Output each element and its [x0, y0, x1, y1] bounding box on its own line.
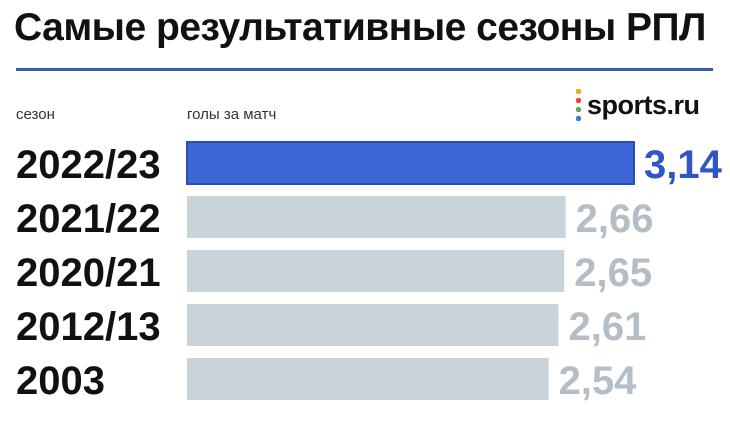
logo-dot — [576, 116, 581, 121]
season-column-header: сезон — [16, 106, 55, 123]
season-label: 2020/21 — [16, 251, 161, 295]
bar — [186, 141, 635, 185]
value-label: 2,54 — [559, 359, 638, 403]
logo-dot — [576, 98, 581, 103]
value-label: 2,65 — [574, 251, 652, 295]
season-label: 2003 — [16, 359, 105, 403]
logo-text: sports.ru — [587, 89, 700, 120]
goals-column-header: голы за матч — [187, 106, 277, 123]
chart-title: Самые результативные сезоны РПЛ — [14, 6, 706, 49]
value-label: 2,61 — [569, 305, 647, 349]
logo-dot — [576, 107, 581, 112]
bar — [187, 250, 565, 292]
title-divider — [16, 68, 713, 71]
logo-dots-icon — [575, 87, 582, 123]
season-label: 2022/23 — [16, 143, 161, 187]
season-label: 2021/22 — [16, 197, 161, 241]
bar — [187, 196, 566, 238]
season-label: 2012/13 — [16, 305, 161, 349]
value-label: 3,14 — [644, 143, 723, 187]
logo-dot — [576, 89, 581, 94]
bar — [187, 304, 559, 346]
sports-ru-logo: sports.ru — [575, 87, 700, 123]
value-label: 2,66 — [576, 197, 654, 241]
bar — [187, 358, 549, 400]
